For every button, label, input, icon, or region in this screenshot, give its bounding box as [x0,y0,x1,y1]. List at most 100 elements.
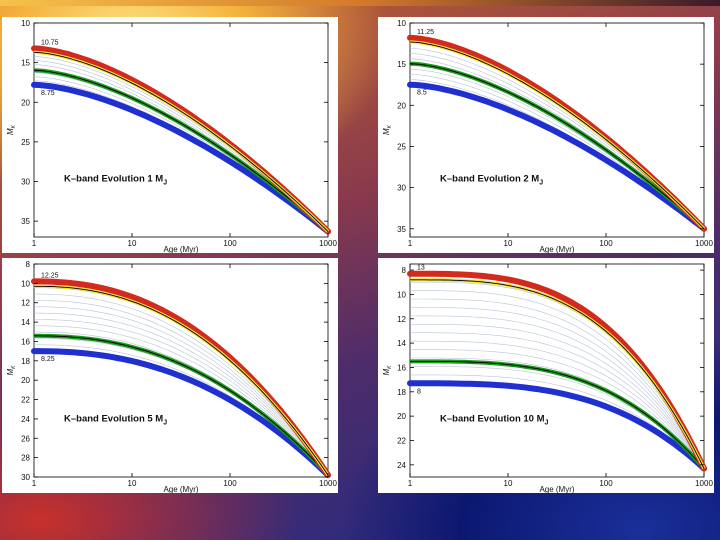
y-tick-label: 30 [21,178,30,187]
y-tick-label: 20 [21,98,30,107]
x-axis-label: Age (Myr) [539,245,574,253]
x-tick-label: 1000 [695,239,713,248]
top-track-label: 10.75 [41,39,59,46]
x-tick-label: 100 [599,479,613,488]
chart-svg-5mj: 1 10 100 1000 8 10 12 14 16 18 20 22 24 26 28 30 Age (My… [6,260,337,493]
y-tick-label: 10 [397,290,406,299]
y-tick-label: 28 [21,454,30,463]
y-tick-label: 22 [397,436,406,445]
grey-track [410,349,705,469]
grey-track [410,298,705,469]
grey-track [34,312,329,476]
bottom-track-label: 8 [417,388,421,395]
y-tick-label: 30 [21,473,30,482]
track-bottom-blue [407,380,707,472]
chart-svg-1mj: 1 10 100 1000 10 15 20 25 30 35 Age (Myr) MK 10.75 8.… [6,19,337,253]
plot-frame [33,263,329,478]
track-mid-line [410,360,705,469]
x-tick-label: 100 [599,239,613,248]
y-axis-label: MK [382,365,393,376]
grey-tracks [410,281,705,469]
x-tick-label: 1000 [319,239,337,248]
y-axis-label-sub: K [11,365,17,369]
x-tick-label: 100 [223,479,237,488]
chart-panel-2mj: 1 10 100 1000 10 15 20 25 30 35 Age (Myr) MK 11.25 8.… [378,17,714,253]
y-tick-label: 20 [397,101,406,110]
x-axis-label: Age (Myr) [163,485,198,493]
track-highlight-line [33,51,329,232]
grey-track [410,307,705,469]
track-bottom-blue [31,81,331,235]
y-tick-label: 10 [21,19,30,28]
track-mid-line [33,69,329,232]
y-tick-label: 18 [21,357,30,366]
y-axis-label: MK [382,124,393,135]
panel-title-sub: J [163,179,167,186]
chart-panel-1mj: 1 10 100 1000 10 15 20 25 30 35 Age (Myr) MK 10.75 8.… [2,17,338,253]
track-bottom-blue [407,81,707,232]
x-tick-label: 1 [32,239,37,248]
panel-title-sub: J [539,179,543,186]
bottom-track-label: 8.25 [41,356,55,363]
y-tick-label: 26 [21,434,30,443]
y-tick-label: 15 [21,59,30,68]
panel-title: K–band Evolution 10 MJ [440,414,549,427]
y-tick-label: 12 [21,299,30,308]
y-tick-label: 22 [21,396,30,405]
grey-track [410,324,705,469]
y-tick-label: 24 [397,461,406,470]
y-axis-label-sub: K [11,124,17,128]
track-highlight-line [34,285,329,476]
y-tick-label: 35 [397,225,406,234]
panel-title-sub: J [545,420,549,427]
x-tick-label: 10 [128,239,137,248]
y-tick-label: 10 [21,279,30,288]
y-axis-label: MK [6,365,17,376]
x-tick-label: 1 [408,479,413,488]
x-tick-label: 1000 [695,479,713,488]
grey-track [34,306,329,476]
chart-svg-10mj: 1 10 100 1000 8 10 12 14 16 18 20 22 24 Age (Myr) MK 13… [382,263,713,493]
panel-title: K–band Evolution 1 MJ [64,173,167,186]
x-tick-label: 100 [223,239,237,248]
track-highlight-line [409,41,705,230]
grey-track [410,290,705,469]
x-tick-label: 10 [504,479,513,488]
y-tick-label: 24 [21,415,30,424]
y-tick-label: 18 [397,388,406,397]
y-tick-label: 25 [21,138,30,147]
panel-title: K–band Evolution 2 MJ [440,173,543,186]
y-tick-label: 35 [21,217,30,226]
bottom-track-label: 8.5 [417,90,427,97]
top-track-label: 13 [417,265,425,272]
y-tick-label: 20 [397,412,406,421]
x-axis-label: Age (Myr) [539,485,574,493]
grey-track [410,315,705,469]
track-highlight-line [410,279,705,469]
y-tick-label: 12 [397,315,406,324]
track-top-red [407,270,707,472]
y-tick-label: 30 [397,184,406,193]
x-tick-label: 1 [408,239,413,248]
x-tick-label: 1 [32,479,37,488]
y-tick-label: 16 [397,363,406,372]
top-track-label: 11.25 [417,29,434,36]
chart-svg-2mj: 1 10 100 1000 10 15 20 25 30 35 Age (Myr) MK 11.25 8.… [382,19,713,253]
slide-top-accent [0,0,720,6]
grey-track [410,340,705,469]
track-bottom-blue [31,348,331,479]
y-tick-label: 8 [26,260,31,269]
grey-track [34,325,329,476]
x-tick-label: 10 [128,479,137,488]
y-tick-label: 16 [21,337,30,346]
chart-panel-5mj: 1 10 100 1000 8 10 12 14 16 18 20 22 24 26 28 30 Age (My… [2,258,338,493]
top-track-label: 12.25 [41,272,59,279]
y-tick-label: 25 [397,142,406,151]
x-tick-label: 10 [504,239,513,248]
x-axis-label: Age (Myr) [163,245,198,253]
bottom-track-label: 8.75 [41,90,55,97]
y-tick-label: 8 [402,266,407,275]
y-axis-label-sub: K [387,365,393,369]
chart-panel-10mj: 1 10 100 1000 8 10 12 14 16 18 20 22 24 Age (Myr) MK 13… [378,258,714,493]
y-tick-label: 14 [21,318,30,327]
